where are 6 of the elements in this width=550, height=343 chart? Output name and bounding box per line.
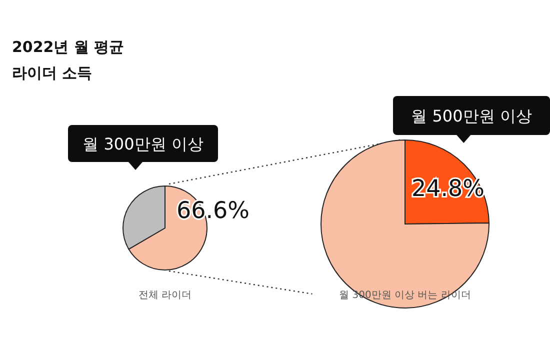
text: 월 300만원 이상 <box>82 134 204 154</box>
chart-subtitle: 라이더 소득 <box>12 64 92 82</box>
text: 월 500만원 이상 <box>411 106 532 126</box>
chart-title: 2022년 월 평균 <box>12 38 124 56</box>
text: 전체 라이더 <box>138 290 192 301</box>
pie-slice <box>320 140 490 308</box>
